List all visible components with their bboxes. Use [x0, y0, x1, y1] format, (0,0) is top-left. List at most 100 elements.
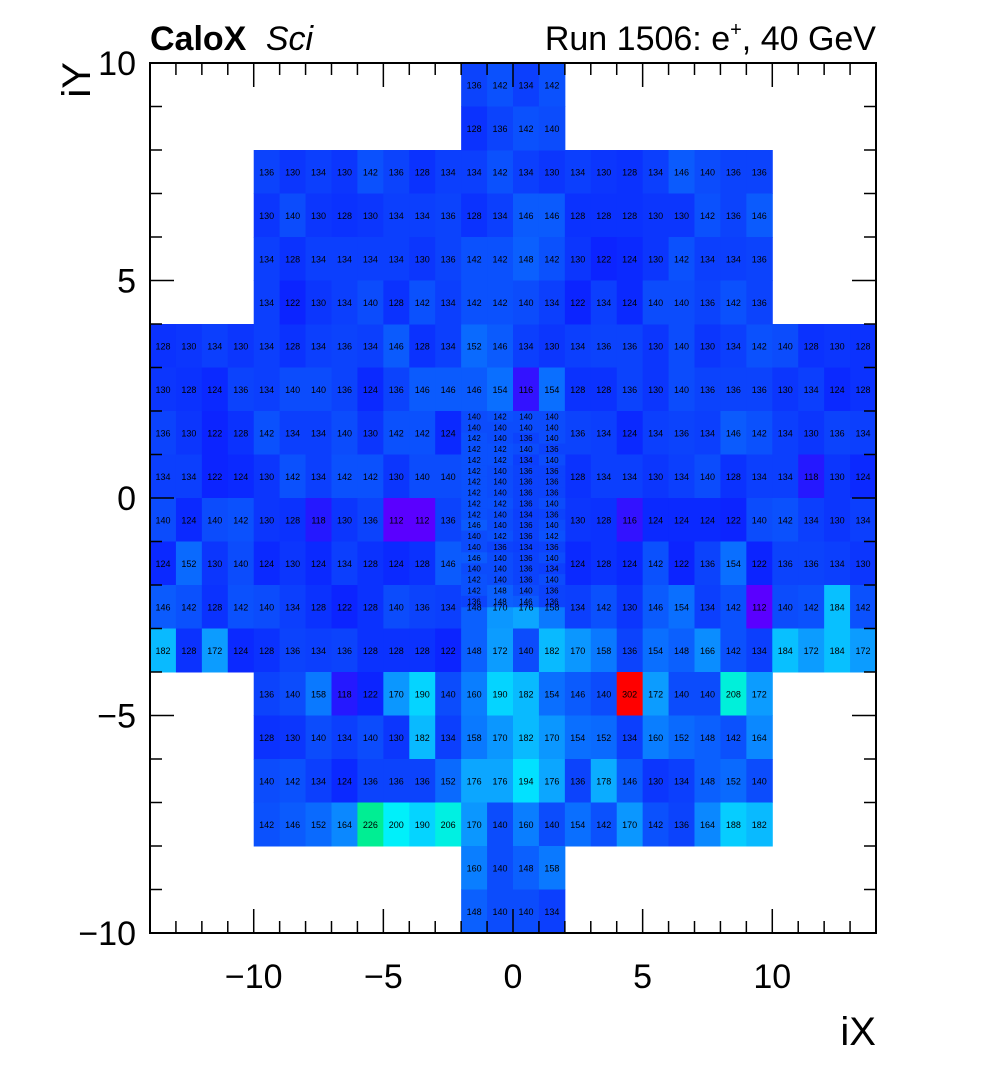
heatmap-cell-value: 136: [596, 341, 611, 351]
heatmap-cell: [279, 150, 307, 194]
heatmap-cell: [331, 498, 358, 542]
heatmap-cell: [590, 280, 618, 325]
heatmap-cell: [461, 672, 488, 716]
heatmap-cell-value: 226: [363, 820, 378, 830]
heatmap-cell-value: 160: [467, 689, 482, 699]
heatmap-cell: [253, 498, 281, 542]
heatmap-cell: [538, 432, 566, 445]
heatmap-cell-value: 142: [544, 254, 559, 264]
heatmap-cell-value: 148: [467, 907, 482, 917]
heatmap-cell: [850, 324, 877, 368]
heatmap-cell: [279, 367, 307, 412]
heatmap-cell-value: 122: [337, 602, 352, 612]
heatmap-cell-value: 148: [493, 597, 507, 606]
heatmap-cell-value: 134: [493, 211, 508, 221]
heatmap-cell: [150, 411, 177, 455]
x-tick-label: −5: [364, 958, 403, 996]
heatmap-cell-value: 134: [570, 167, 585, 177]
heatmap-cell-value: 128: [726, 472, 741, 482]
heatmap-cell-value: 182: [518, 689, 533, 699]
heatmap-cell-value: 136: [545, 586, 559, 595]
heatmap-cell-value: 140: [778, 602, 793, 612]
heatmap-cell: [461, 530, 488, 542]
heatmap-cell: [461, 487, 488, 499]
heatmap-cell: [175, 541, 203, 586]
heatmap-cell-value: 140: [596, 689, 611, 699]
heatmap-cell-value: 160: [467, 863, 482, 873]
heatmap-cell-value: 142: [493, 456, 507, 465]
heatmap-cell: [513, 552, 540, 564]
heatmap-cell: [331, 541, 358, 586]
heatmap-cell-value: 130: [648, 341, 663, 351]
heatmap-cell: [461, 585, 488, 597]
heatmap-cell: [538, 715, 566, 760]
heatmap-cell-value: 170: [493, 733, 508, 743]
heatmap-cell: [850, 454, 877, 499]
heatmap-cell: [694, 541, 721, 586]
heatmap-cell-value: 140: [545, 423, 559, 432]
heatmap-cell-value: 142: [467, 456, 481, 465]
heatmap-cell: [564, 628, 592, 673]
heatmap-cell: [642, 411, 670, 455]
heatmap-cell: [668, 367, 695, 412]
header-experiment-bold: CaloX: [150, 20, 247, 58]
heatmap-cell: [487, 715, 514, 760]
heatmap-cell: [150, 628, 177, 673]
heatmap-cell-value: 124: [311, 559, 326, 569]
heatmap-cell: [383, 193, 410, 238]
heatmap-cell: [409, 193, 436, 238]
heatmap-cell: [538, 595, 566, 608]
heatmap-cell-value: 140: [752, 776, 767, 786]
heatmap-cell: [487, 150, 514, 194]
heatmap-cell-value: 128: [389, 298, 404, 308]
heatmap-cell-value: 142: [415, 428, 430, 438]
heatmap-cell: [461, 193, 488, 238]
heatmap-cell-value: 140: [363, 298, 378, 308]
heatmap-cell: [331, 411, 358, 455]
heatmap-cell-value: 146: [518, 211, 533, 221]
heatmap-cell-value: 134: [700, 254, 715, 264]
heatmap-cell-value: 184: [830, 602, 845, 612]
heatmap-cell: [487, 63, 514, 107]
heatmap-cell-value: 136: [570, 428, 585, 438]
heatmap-cell-value: 122: [726, 515, 741, 525]
heatmap-cell-value: 140: [311, 733, 326, 743]
heatmap-cell: [513, 106, 540, 151]
heatmap-cell-value: 136: [545, 445, 559, 454]
heatmap-cell-value: 128: [622, 211, 637, 221]
heatmap-cell: [357, 498, 384, 542]
heatmap-cell-value: 134: [337, 733, 352, 743]
heatmap-cell: [590, 454, 618, 499]
heatmap-cell: [564, 672, 592, 716]
heatmap-cell: [642, 454, 670, 499]
heatmap-cell-value: 128: [596, 211, 611, 221]
heatmap-cell: [383, 280, 410, 325]
heatmap-cell: [642, 585, 670, 629]
heatmap-cell-value: 142: [545, 532, 559, 541]
heatmap-cell-value: 136: [726, 211, 741, 221]
heatmap-cell-value: 130: [363, 428, 378, 438]
heatmap-cell: [487, 574, 514, 586]
heatmap-cell: [850, 411, 877, 455]
heatmap-cell-value: 142: [596, 602, 611, 612]
heatmap-cell-value: 142: [285, 472, 300, 482]
heatmap-cell: [487, 541, 514, 553]
heatmap-cell-value: 158: [596, 646, 611, 656]
heatmap-cell-value: 134: [856, 428, 871, 438]
heatmap-cell: [590, 193, 618, 238]
heatmap-cell: [487, 628, 514, 673]
heatmap-cell-value: 130: [648, 254, 663, 264]
heatmap-cell: [253, 715, 281, 760]
heatmap-cell: [487, 563, 514, 575]
heatmap-cell: [746, 193, 773, 238]
heatmap-cell-value: 170: [544, 733, 559, 743]
heatmap-cell-value: 130: [363, 211, 378, 221]
x-tick-label: 10: [753, 958, 791, 996]
heatmap-cell: [383, 411, 410, 455]
heatmap-cell: [279, 759, 307, 803]
heatmap-cell: [383, 672, 410, 716]
heatmap-cell-value: 142: [363, 472, 378, 482]
heatmap-cell: [253, 454, 281, 499]
heatmap-cell-value: 130: [337, 167, 352, 177]
heatmap-cell: [305, 715, 332, 760]
